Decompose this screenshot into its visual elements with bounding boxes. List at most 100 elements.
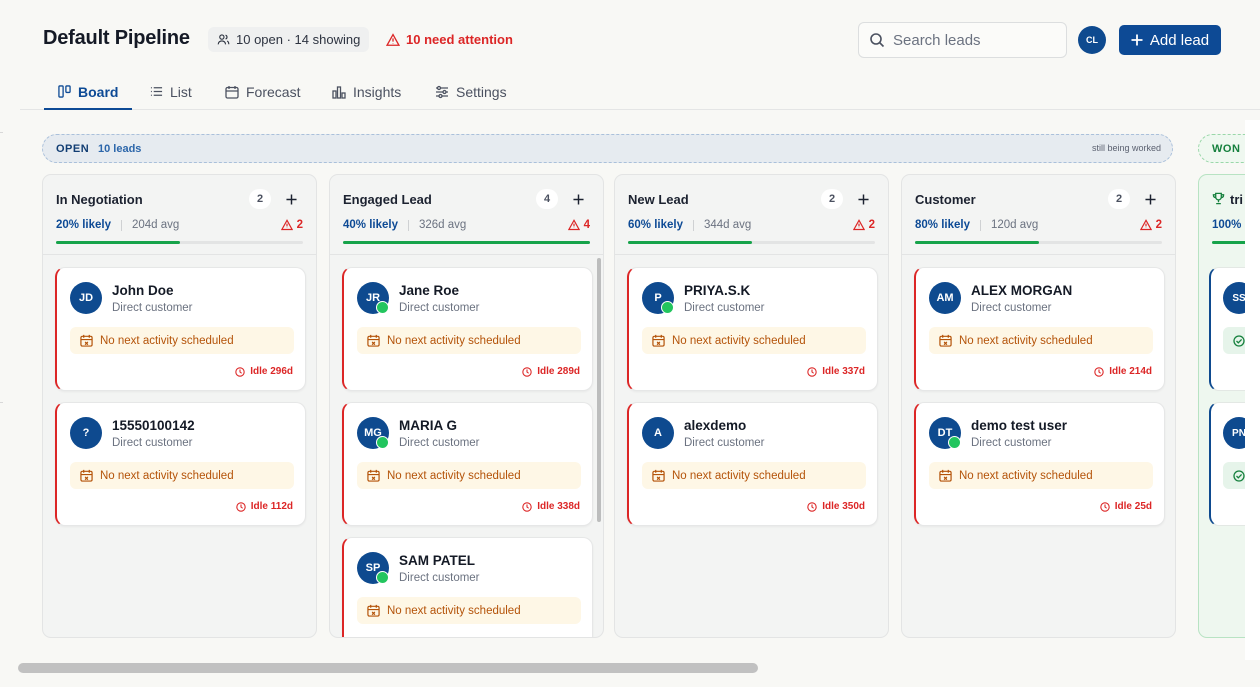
calendar-icon	[225, 85, 239, 99]
idle-text: Idle 337d	[822, 366, 865, 377]
lead-card[interactable]: AM ALEX MORGAN Direct customer No next a…	[914, 267, 1165, 391]
lead-card[interactable]: SP SAM PATEL Direct customer No next act…	[342, 537, 593, 637]
warning-icon	[852, 219, 865, 231]
search-input[interactable]	[893, 31, 1053, 49]
calendar-x-icon	[367, 604, 380, 617]
warning-icon	[1139, 219, 1152, 231]
stage-title: In Negotiation	[56, 192, 143, 207]
stage-count: 2	[249, 189, 271, 209]
idle-badge: Idle 338d	[522, 501, 580, 512]
activity-warning[interactable]: No next activity scheduled	[929, 462, 1153, 489]
tab-settings-label: Settings	[456, 83, 507, 100]
activity-warning[interactable]: No next activity scheduled	[70, 327, 294, 354]
stage-column: New Lead 2 60% likely 344d avg 2 P PRIYA…	[614, 174, 889, 638]
clock-icon	[1100, 501, 1110, 512]
lead-subtitle: Direct customer	[112, 302, 193, 314]
idle-text: Idle 296d	[250, 366, 293, 377]
stage-attention-count: 2	[868, 219, 875, 231]
plus-icon	[1131, 34, 1143, 46]
stage-stats: 80% likely 120d avg	[915, 219, 1038, 231]
lead-subtitle: Direct customer	[971, 437, 1052, 449]
lead-name: John Doe	[112, 283, 174, 298]
search-box[interactable]	[858, 22, 1067, 58]
add-to-stage-button[interactable]	[855, 189, 871, 209]
tab-insights-label: Insights	[353, 83, 402, 100]
lead-subtitle: Direct customer	[971, 302, 1052, 314]
column-scrollbar[interactable]	[597, 258, 601, 522]
activity-warning[interactable]: No next activity scheduled	[357, 327, 581, 354]
stage-count: 2	[1108, 189, 1130, 209]
add-lead-button[interactable]: Add lead	[1119, 25, 1221, 55]
lead-avatar: JD	[70, 282, 102, 314]
stage-attention: 4	[567, 219, 590, 231]
whatsapp-icon	[376, 571, 389, 584]
lead-avatar: MG	[357, 417, 389, 449]
lead-count-chip: 10 open · 14 showing	[208, 27, 370, 52]
stage-attention-count: 4	[583, 219, 590, 231]
clock-icon	[807, 501, 817, 512]
calendar-x-icon	[652, 334, 665, 347]
lead-card[interactable]: JR Jane Roe Direct customer No next acti…	[342, 267, 593, 391]
lead-name: 15550100142	[112, 418, 195, 433]
activity-warning[interactable]: No next activity scheduled	[70, 462, 294, 489]
lead-avatar: P	[642, 282, 674, 314]
viewport-edge	[1245, 120, 1260, 660]
lead-card[interactable]: DT demo test user Direct customer No nex…	[914, 402, 1165, 526]
add-lead-label: Add lead	[1149, 31, 1210, 49]
activity-text: No next activity scheduled	[959, 334, 1093, 347]
idle-badge: Idle 214d	[1094, 366, 1152, 377]
tab-list[interactable]: List	[150, 74, 192, 109]
lead-card[interactable]: P PRIYA.S.K Direct customer No next acti…	[627, 267, 878, 391]
stage-progress-fill	[343, 241, 590, 244]
activity-warning[interactable]: No next activity scheduled	[642, 327, 866, 354]
open-group-count: 10 leads	[98, 143, 142, 155]
lead-avatar: AM	[929, 282, 961, 314]
add-to-stage-button[interactable]	[570, 189, 586, 209]
stage-header: Customer 2 80% likely 120d avg 2	[902, 175, 1175, 255]
calendar-x-icon	[652, 469, 665, 482]
lead-card[interactable]: A alexdemo Direct customer No next activ…	[627, 402, 878, 526]
page-header: Default Pipeline 10 open · 14 showing 10…	[0, 0, 1260, 80]
whatsapp-icon	[948, 436, 961, 449]
activity-text: No next activity scheduled	[387, 469, 521, 482]
add-to-stage-button[interactable]	[283, 189, 299, 209]
activity-warning[interactable]: No next activity scheduled	[642, 462, 866, 489]
stage-progress	[343, 241, 590, 244]
stage-title: Engaged Lead	[343, 192, 432, 207]
stat-divider	[692, 219, 694, 231]
stage-header: New Lead 2 60% likely 344d avg 2	[615, 175, 888, 255]
tab-forecast[interactable]: Forecast	[225, 74, 300, 109]
stage-avg: 120d avg	[990, 219, 1039, 231]
activity-warning[interactable]: No next activity scheduled	[357, 597, 581, 624]
lead-subtitle: Direct customer	[684, 302, 765, 314]
stage-avg: 204d avg	[131, 219, 180, 231]
horizontal-scrollbar[interactable]	[18, 663, 758, 673]
activity-warning[interactable]: No next activity scheduled	[357, 462, 581, 489]
idle-text: Idle 289d	[537, 366, 580, 377]
idle-text: Idle 25d	[1114, 501, 1152, 512]
tab-insights[interactable]: Insights	[332, 74, 401, 109]
add-to-stage-button[interactable]	[1142, 189, 1158, 209]
activity-text: No next activity scheduled	[959, 469, 1093, 482]
stage-likely: 20% likely	[56, 219, 111, 231]
stage-header: In Negotiation 2 20% likely 204d avg 2	[43, 175, 316, 255]
tab-board[interactable]: Board	[43, 74, 134, 110]
stage-progress-fill	[915, 241, 1039, 244]
lead-subtitle: Direct customer	[684, 437, 765, 449]
tab-forecast-label: Forecast	[246, 83, 301, 100]
clock-icon	[1094, 366, 1104, 377]
users-icon	[217, 34, 230, 45]
activity-warning[interactable]: No next activity scheduled	[929, 327, 1153, 354]
attention-chip[interactable]: 10 need attention	[386, 27, 513, 52]
lead-name: MARIA G	[399, 418, 457, 433]
activity-text: No next activity scheduled	[387, 604, 521, 617]
idle-badge: Idle 296d	[235, 366, 293, 377]
user-avatar[interactable]: CL	[1078, 26, 1106, 54]
calendar-x-icon	[939, 334, 952, 347]
lead-card[interactable]: ? 15550100142 Direct customer No next ac…	[55, 402, 306, 526]
lead-name: SAM PATEL	[399, 553, 475, 568]
stat-divider	[120, 219, 122, 231]
lead-card[interactable]: JD John Doe Direct customer No next acti…	[55, 267, 306, 391]
lead-card[interactable]: MG MARIA G Direct customer No next activ…	[342, 402, 593, 526]
tab-settings[interactable]: Settings	[435, 74, 507, 109]
